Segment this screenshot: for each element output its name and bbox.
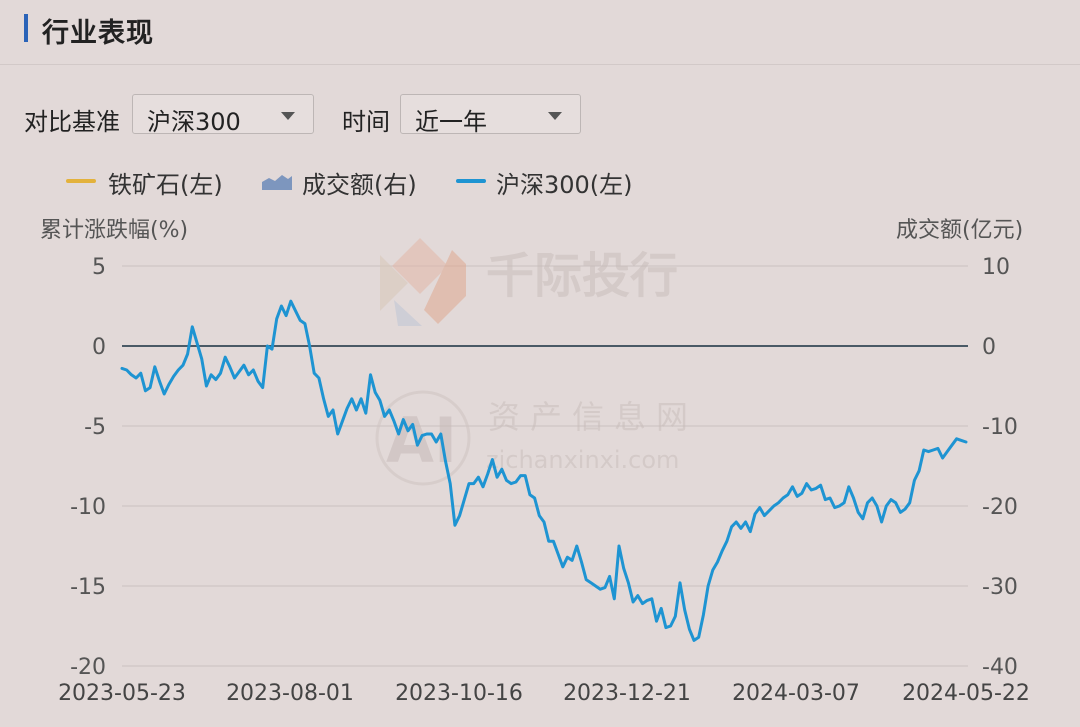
legend-item-csi300[interactable]: 沪深300(左) (456, 162, 646, 199)
left-axis-ticks: 5 0 -5 -10 -15 -20 (70, 255, 106, 680)
section-header: 行业表现 (0, 0, 1080, 65)
right-axis-tick-label: -40 (982, 655, 1018, 680)
left-axis-tick-label: -20 (70, 655, 106, 680)
page-title: 行业表现 (42, 18, 154, 49)
left-axis-tick-label: 0 (92, 335, 106, 360)
watermark-domain: zichanxinxi.com (486, 446, 679, 474)
filter-controls: 对比基准 沪深300 时间 近一年 (0, 94, 1080, 138)
time-label: 时间 (342, 108, 390, 136)
right-axis-tick-label: -30 (982, 575, 1018, 600)
x-axis-ticks: 2023-05-23 2023-08-01 2023-10-16 2023-12-21… (58, 681, 1030, 706)
legend-item-turnover[interactable]: 成交额(右) (262, 162, 432, 199)
legend-item-iron-ore[interactable]: 铁矿石(左) (66, 162, 236, 199)
benchmark-select-value: 沪深300 (147, 108, 241, 136)
chart-grid (122, 265, 968, 667)
area-chart-icon (262, 175, 292, 190)
legend-label-turnover: 成交额(右) (302, 171, 417, 199)
benchmark-select[interactable]: 沪深300 (132, 94, 314, 136)
x-axis-tick-label: 2023-05-23 (58, 681, 186, 706)
right-axis-tick-label: 10 (982, 255, 1010, 280)
watermark: 千际投行 AI 资产信息网 zichanxinxi.com (375, 238, 698, 486)
x-axis-tick-label: 2023-10-16 (395, 681, 523, 706)
legend-label-csi300: 沪深300(左) (496, 171, 633, 199)
header-accent-bar (24, 14, 28, 42)
legend-label-iron-ore: 铁矿石(左) (108, 171, 223, 199)
time-range-select-value: 近一年 (415, 108, 487, 136)
ai-badge-icon (375, 390, 471, 486)
right-axis-ticks: 10 0 -10 -20 -30 -40 (982, 255, 1018, 680)
x-axis-tick-label: 2023-08-01 (226, 681, 354, 706)
time-range-select[interactable]: 近一年 (400, 94, 581, 136)
benchmark-label: 对比基准 (24, 108, 120, 136)
series-line-csi300 (120, 299, 968, 642)
right-axis-tick-label: 0 (982, 335, 996, 360)
right-axis-tick-label: -10 (982, 415, 1018, 440)
left-axis-tick-label: -10 (70, 495, 106, 520)
x-axis-tick-label: 2024-05-22 (902, 681, 1030, 706)
legend-swatch-iron-ore (66, 179, 96, 183)
brand-logo-icon (380, 238, 466, 326)
series-layer (120, 299, 968, 642)
chevron-down-icon (281, 112, 295, 120)
left-axis-tick-label: -5 (84, 415, 106, 440)
right-axis-tick-label: -20 (982, 495, 1018, 520)
legend-swatch-csi300 (456, 179, 486, 183)
watermark-name: 资产信息网 (488, 398, 698, 436)
x-axis-tick-label: 2023-12-21 (563, 681, 691, 706)
chart-legend: 铁矿石(左) 成交额(右) 沪深300(左) (0, 162, 1080, 199)
watermark-brand: 千际投行 (486, 248, 678, 304)
right-axis-title: 成交额(亿元) (896, 218, 1024, 243)
left-axis-title: 累计涨跌幅(%) (40, 218, 189, 243)
left-axis-tick-label: -15 (70, 575, 106, 600)
x-axis-tick-label: 2024-03-07 (732, 681, 860, 706)
chevron-down-icon (548, 112, 562, 120)
left-axis-tick-label: 5 (92, 255, 106, 280)
